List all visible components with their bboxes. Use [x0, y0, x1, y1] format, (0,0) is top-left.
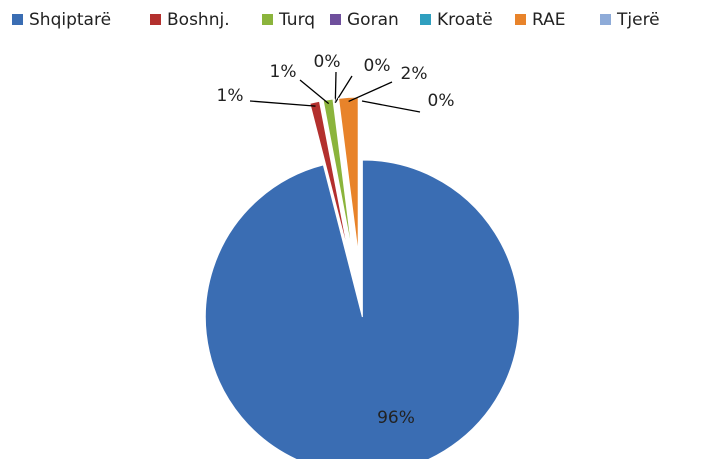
legend-swatch [262, 14, 273, 25]
leader-line [348, 81, 393, 103]
pie-slice [204, 159, 520, 459]
legend-swatch [515, 14, 526, 25]
pie-slice [322, 98, 354, 255]
legend-swatch [420, 14, 431, 25]
leader-line [361, 100, 421, 113]
data-label: 1% [270, 62, 297, 82]
legend-label: Kroatë [437, 10, 493, 30]
legend-label: Turq [278, 10, 315, 30]
leader-line [334, 71, 337, 103]
data-label: 0% [428, 91, 455, 111]
data-label: 0% [364, 56, 391, 76]
legend-label: RAE [532, 10, 566, 30]
legend-swatch [600, 14, 611, 25]
legend-label: Goran [347, 10, 399, 30]
leader-line [249, 100, 316, 107]
legend-swatch [150, 14, 161, 25]
pie-slice [334, 98, 355, 255]
legend-swatch [12, 14, 23, 25]
pie-slice [309, 100, 350, 256]
data-label: 0% [314, 52, 341, 72]
legend-label: Boshnj. [167, 10, 230, 30]
legend-swatch [330, 14, 341, 25]
data-label: 2% [401, 64, 428, 84]
legend-label: Tjerë [616, 10, 660, 30]
data-label: 96% [377, 408, 415, 428]
legend-label: Shqiptarë [29, 10, 111, 30]
leader-line [299, 79, 330, 105]
data-label: 1% [217, 86, 244, 106]
